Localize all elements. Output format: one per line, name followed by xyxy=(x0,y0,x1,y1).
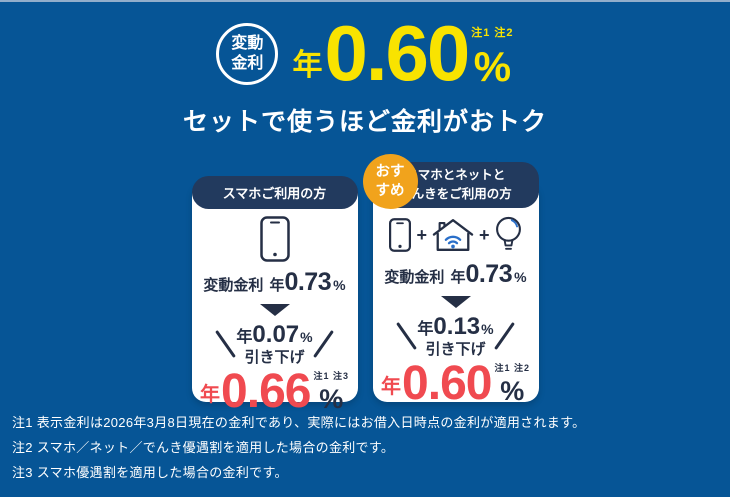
badge-text-line1: 変動 xyxy=(231,35,264,52)
plus-sign: + xyxy=(416,224,427,245)
hero-rate-section: 変動 金利 年 0.60 注1 注2 % xyxy=(0,14,730,94)
discount-unit: % xyxy=(481,321,494,337)
card-smartphone-header: スマホご利用の方 xyxy=(191,176,358,209)
base-rate-prefix: 年 xyxy=(269,277,285,294)
card-smartphone-plan: スマホご利用の方 変動金利 年 0.73 % xyxy=(191,176,358,416)
discount-label: 引き下げ xyxy=(425,341,486,358)
emphasis-slash-left xyxy=(396,321,418,350)
card-smartphone-body: 変動金利 年 0.73 % 年 0.07 % 引き下げ xyxy=(192,182,358,416)
card-set-icons: + + xyxy=(389,216,521,254)
card-smartphone-icons xyxy=(259,216,290,262)
recommended-badge-line2: すめ xyxy=(375,182,405,199)
base-rate-prefix: 年 xyxy=(450,269,466,286)
final-rate: 年 0.60 注1 注2 % xyxy=(381,357,530,411)
top-divider xyxy=(0,0,730,2)
base-rate-label: 変動金利 xyxy=(384,269,445,286)
final-rate-prefix: 年 xyxy=(200,384,221,407)
emphasis-slash-right xyxy=(312,329,334,358)
card-header-text-line1: スマホとネットと xyxy=(405,168,506,183)
recommended-badge: おす すめ xyxy=(362,154,418,209)
hero-rate-unit: % xyxy=(473,42,512,90)
emphasis-slash-right xyxy=(493,321,515,350)
final-rate-footnote-refs: 注1 注2 xyxy=(494,363,530,374)
base-rate-value: 0.73 xyxy=(465,260,513,288)
emphasis-slash-left xyxy=(215,329,237,358)
hero-rate-unit-group: 注1 注2 % xyxy=(471,24,513,88)
discount-prefix: 年 xyxy=(417,321,434,338)
hero-rate-value: 0.60 xyxy=(324,9,470,98)
badge-text-line2: 金利 xyxy=(231,55,264,72)
final-rate-unit: % xyxy=(319,384,344,415)
base-rate-value: 0.73 xyxy=(284,268,332,296)
footnote-2: 注2 スマホ／ネット／でんき優遇割を適用した場合の金利です。 xyxy=(12,440,395,455)
base-rate-label: 変動金利 xyxy=(203,277,264,294)
card-set-plan: おす すめ スマホとネットと でんきをご利用の方 xyxy=(362,154,539,411)
final-rate-value: 0.60 xyxy=(402,357,492,411)
final-rate-unit-group: 注1 注3 % xyxy=(313,369,349,413)
house-wifi-icon xyxy=(432,218,474,253)
discount-value: 0.07 xyxy=(252,321,300,348)
discount-block: 年 0.07 % 引き下げ xyxy=(215,321,334,366)
final-rate: 年 0.66 注1 注3 % xyxy=(200,365,349,419)
arrow-down-icon xyxy=(440,296,471,308)
hero-rate: 年 0.60 注1 注2 % xyxy=(292,9,513,98)
final-rate-footnote-refs: 注1 注3 xyxy=(313,371,349,382)
headline: セットで使うほど金利がおトク xyxy=(182,108,547,136)
final-rate-value: 0.66 xyxy=(221,365,311,419)
smartphone-icon xyxy=(259,216,290,262)
icon-row: + + xyxy=(389,216,521,254)
footnote-1: 注1 表示金利は2026年3月8日現在の金利であり、実際にはお借入日時点の金利が… xyxy=(12,415,586,430)
footnote-3: 注3 スマホ優遇割を適用した場合の金利です。 xyxy=(12,465,288,480)
discount-block: 年 0.13 % 引き下げ xyxy=(396,313,515,358)
final-rate-prefix: 年 xyxy=(381,376,402,399)
base-rate-unit: % xyxy=(514,269,527,285)
discount-label: 引き下げ xyxy=(244,349,305,366)
discount-value: 0.13 xyxy=(433,313,481,340)
card-header-text-line2: でんきをご利用の方 xyxy=(399,187,512,201)
discount-text: 年 0.13 % 引き下げ xyxy=(417,313,493,358)
discount-rate: 年 0.13 % xyxy=(417,313,493,341)
discount-prefix: 年 xyxy=(236,329,253,346)
discount-text: 年 0.07 % 引き下げ xyxy=(236,321,312,366)
lightbulb-icon xyxy=(495,216,522,254)
hero-rate-footnote-refs: 注1 注2 xyxy=(471,26,514,39)
base-rate-unit: % xyxy=(333,277,346,293)
discount-unit: % xyxy=(300,329,313,345)
variable-rate-badge: 変動 金利 xyxy=(216,23,279,85)
base-rate-line: 変動金利 年 0.73 % xyxy=(203,268,345,297)
hero-rate-prefix: 年 xyxy=(292,48,323,82)
final-rate-unit-group: 注1 注2 % xyxy=(494,361,530,405)
plus-sign: + xyxy=(479,224,490,245)
discount-rate: 年 0.07 % xyxy=(236,321,312,349)
card-header-text: スマホご利用の方 xyxy=(222,186,327,201)
base-rate-line: 変動金利 年 0.73 % xyxy=(384,260,526,289)
arrow-down-icon xyxy=(259,304,290,316)
footnotes: 注1 表示金利は2026年3月8日現在の金利であり、実際にはお借入日時点の金利が… xyxy=(12,410,585,485)
smartphone-icon xyxy=(389,218,412,252)
recommended-badge-line1: おす xyxy=(375,163,405,180)
card-set-body: + + xyxy=(373,182,539,411)
plan-cards: スマホご利用の方 変動金利 年 0.73 % xyxy=(0,154,730,416)
final-rate-unit: % xyxy=(500,376,525,407)
